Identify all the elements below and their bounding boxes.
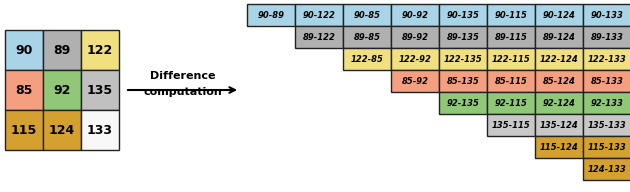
Text: 90-124: 90-124 <box>542 11 575 20</box>
Text: 122-133: 122-133 <box>588 55 626 64</box>
Text: 122: 122 <box>87 44 113 56</box>
Bar <box>583 158 630 180</box>
Bar <box>343 48 391 70</box>
Text: 115-124: 115-124 <box>540 142 578 151</box>
Bar <box>43 30 81 70</box>
Text: 85-133: 85-133 <box>590 76 624 85</box>
Text: 122-115: 122-115 <box>491 55 530 64</box>
Text: 135-124: 135-124 <box>540 121 578 129</box>
Text: Difference: Difference <box>150 71 215 81</box>
Bar <box>535 26 583 48</box>
Text: 90: 90 <box>15 44 33 56</box>
Bar <box>583 4 630 26</box>
Bar <box>487 70 535 92</box>
Bar <box>487 92 535 114</box>
Bar <box>295 26 343 48</box>
Bar <box>247 4 295 26</box>
Bar <box>81 110 119 150</box>
Bar <box>535 48 583 70</box>
Bar <box>487 48 535 70</box>
Text: 89-135: 89-135 <box>447 32 479 41</box>
Text: 89-122: 89-122 <box>302 32 335 41</box>
Bar <box>343 4 391 26</box>
Bar <box>81 30 119 70</box>
Bar <box>487 114 535 136</box>
Bar <box>295 4 343 26</box>
Bar <box>535 136 583 158</box>
Text: 135-115: 135-115 <box>491 121 530 129</box>
Text: 92: 92 <box>54 84 71 97</box>
Text: 89-115: 89-115 <box>495 32 527 41</box>
Text: 122-85: 122-85 <box>350 55 384 64</box>
Bar <box>439 92 487 114</box>
Bar <box>43 110 81 150</box>
Text: 90-115: 90-115 <box>495 11 527 20</box>
Bar <box>5 70 43 110</box>
Bar <box>5 30 43 70</box>
Text: 90-135: 90-135 <box>447 11 479 20</box>
Text: 89-92: 89-92 <box>401 32 428 41</box>
Bar <box>5 110 43 150</box>
Bar <box>535 114 583 136</box>
Text: 124-133: 124-133 <box>588 165 626 174</box>
Bar <box>535 70 583 92</box>
Text: 89-124: 89-124 <box>542 32 575 41</box>
Text: 89: 89 <box>54 44 71 56</box>
Text: 85-124: 85-124 <box>542 76 575 85</box>
Text: 92-115: 92-115 <box>495 98 527 108</box>
Bar <box>439 26 487 48</box>
Bar <box>583 26 630 48</box>
Bar <box>391 4 439 26</box>
Text: 92-124: 92-124 <box>542 98 575 108</box>
Text: 90-92: 90-92 <box>401 11 428 20</box>
Bar <box>391 70 439 92</box>
Bar <box>391 48 439 70</box>
Bar <box>583 48 630 70</box>
Bar <box>583 92 630 114</box>
Text: 85: 85 <box>15 84 33 97</box>
Text: 90-122: 90-122 <box>302 11 335 20</box>
Bar <box>43 70 81 110</box>
Bar <box>535 92 583 114</box>
Bar <box>583 70 630 92</box>
Bar <box>487 26 535 48</box>
Bar <box>81 70 119 110</box>
Text: 90-85: 90-85 <box>353 11 381 20</box>
Bar <box>439 48 487 70</box>
Text: 92-133: 92-133 <box>590 98 624 108</box>
Text: 135: 135 <box>87 84 113 97</box>
Bar <box>391 26 439 48</box>
Bar <box>439 4 487 26</box>
Text: 85-92: 85-92 <box>401 76 428 85</box>
Text: 90-89: 90-89 <box>258 11 285 20</box>
Text: computation: computation <box>143 87 222 97</box>
Bar <box>583 136 630 158</box>
Bar <box>583 114 630 136</box>
Text: 133: 133 <box>87 123 113 137</box>
Bar <box>487 4 535 26</box>
Bar <box>343 26 391 48</box>
Text: 122-135: 122-135 <box>444 55 483 64</box>
Text: 85-135: 85-135 <box>447 76 479 85</box>
Text: 122-124: 122-124 <box>540 55 578 64</box>
Text: 115-133: 115-133 <box>588 142 626 151</box>
Text: 90-133: 90-133 <box>590 11 624 20</box>
Text: 89-85: 89-85 <box>353 32 381 41</box>
Text: 115: 115 <box>11 123 37 137</box>
Bar <box>535 4 583 26</box>
Text: 92-135: 92-135 <box>447 98 479 108</box>
Text: 89-133: 89-133 <box>590 32 624 41</box>
Text: 135-133: 135-133 <box>588 121 626 129</box>
Text: 124: 124 <box>49 123 75 137</box>
Bar <box>439 70 487 92</box>
Text: 122-92: 122-92 <box>399 55 432 64</box>
Text: 85-115: 85-115 <box>495 76 527 85</box>
